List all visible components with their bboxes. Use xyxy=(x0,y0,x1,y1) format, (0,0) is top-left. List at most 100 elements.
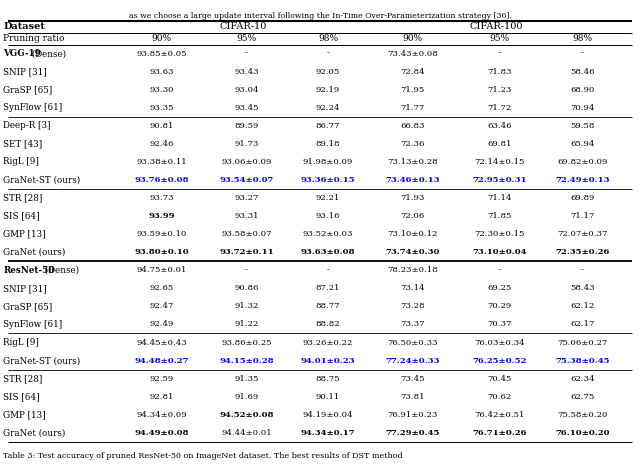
Text: 93.38±0.11: 93.38±0.11 xyxy=(136,158,187,166)
Text: CIFAR-100: CIFAR-100 xyxy=(469,22,523,31)
Text: 62.17: 62.17 xyxy=(570,321,595,329)
Text: 88.77: 88.77 xyxy=(316,302,340,310)
Text: 98%: 98% xyxy=(572,34,593,43)
Text: 90.11: 90.11 xyxy=(316,392,340,400)
Text: 62.34: 62.34 xyxy=(570,375,595,383)
Text: 95%: 95% xyxy=(236,34,257,43)
Text: Dataset: Dataset xyxy=(3,22,45,31)
Text: 89.18: 89.18 xyxy=(316,140,340,148)
Text: 93.63: 93.63 xyxy=(149,68,174,76)
Text: 75.38±0.45: 75.38±0.45 xyxy=(555,357,610,365)
Text: 71.23: 71.23 xyxy=(487,86,511,94)
Text: 69.82±0.09: 69.82±0.09 xyxy=(557,158,607,166)
Text: 94.52±0.08: 94.52±0.08 xyxy=(219,411,274,419)
Text: 94.34±0.17: 94.34±0.17 xyxy=(301,429,355,437)
Text: 94.19±0.04: 94.19±0.04 xyxy=(303,411,353,419)
Text: GMP [13]: GMP [13] xyxy=(3,410,46,419)
Text: -: - xyxy=(326,50,330,58)
Text: 77.29±0.45: 77.29±0.45 xyxy=(386,429,440,437)
Text: 94.45±0.43: 94.45±0.43 xyxy=(136,338,187,346)
Text: SynFlow [61]: SynFlow [61] xyxy=(3,320,63,329)
Text: 58.43: 58.43 xyxy=(570,284,595,292)
Text: 91.22: 91.22 xyxy=(234,321,259,329)
Text: 73.13±0.28: 73.13±0.28 xyxy=(387,158,438,166)
Text: 59.58: 59.58 xyxy=(570,122,595,130)
Text: SIS [64]: SIS [64] xyxy=(3,392,40,401)
Text: 73.74±0.30: 73.74±0.30 xyxy=(386,248,440,256)
Text: 93.16: 93.16 xyxy=(316,212,340,220)
Text: 93.99: 93.99 xyxy=(148,212,175,220)
Text: -: - xyxy=(498,266,500,274)
Text: -: - xyxy=(581,50,584,58)
Text: 76.42±0.51: 76.42±0.51 xyxy=(474,411,524,419)
Text: 93.76±0.08: 93.76±0.08 xyxy=(134,176,189,184)
Text: 70.37: 70.37 xyxy=(487,321,511,329)
Text: 93.36±0.15: 93.36±0.15 xyxy=(301,176,355,184)
Text: 58.46: 58.46 xyxy=(570,68,595,76)
Text: 93.59±0.10: 93.59±0.10 xyxy=(136,230,187,238)
Text: 69.25: 69.25 xyxy=(487,284,511,292)
Text: Pruning ratio: Pruning ratio xyxy=(3,34,65,43)
Text: as we choose a large update interval following the In-Time Over-Parameterization: as we choose a large update interval fol… xyxy=(129,12,511,20)
Text: 69.89: 69.89 xyxy=(570,194,595,202)
Text: 93.27: 93.27 xyxy=(234,194,259,202)
Text: -: - xyxy=(245,50,248,58)
Text: 71.77: 71.77 xyxy=(401,104,425,112)
Text: 78.23±0.18: 78.23±0.18 xyxy=(387,266,438,274)
Text: 94.49±0.08: 94.49±0.08 xyxy=(134,429,189,437)
Text: 72.36: 72.36 xyxy=(401,140,425,148)
Text: STR [28]: STR [28] xyxy=(3,374,43,383)
Text: 77.24±0.33: 77.24±0.33 xyxy=(386,357,440,365)
Text: 94.01±0.23: 94.01±0.23 xyxy=(301,357,355,365)
Text: GraNet (ours): GraNet (ours) xyxy=(3,248,65,257)
Text: 72.35±0.26: 72.35±0.26 xyxy=(556,248,609,256)
Text: 92.46: 92.46 xyxy=(149,140,174,148)
Text: 71.72: 71.72 xyxy=(487,104,511,112)
Text: 76.91±0.23: 76.91±0.23 xyxy=(388,411,438,419)
Text: 76.25±0.52: 76.25±0.52 xyxy=(472,357,526,365)
Text: -: - xyxy=(581,266,584,274)
Text: 92.47: 92.47 xyxy=(149,302,174,310)
Text: 93.35: 93.35 xyxy=(149,104,174,112)
Text: 66.83: 66.83 xyxy=(401,122,425,130)
Text: 93.63±0.08: 93.63±0.08 xyxy=(301,248,355,256)
Text: SNIP [31]: SNIP [31] xyxy=(3,67,47,76)
Text: 93.30: 93.30 xyxy=(149,86,174,94)
Text: 73.10±0.04: 73.10±0.04 xyxy=(472,248,527,256)
Text: 70.45: 70.45 xyxy=(487,375,511,383)
Text: GraNet (ours): GraNet (ours) xyxy=(3,428,65,437)
Text: 70.29: 70.29 xyxy=(487,302,511,310)
Text: 75.58±0.20: 75.58±0.20 xyxy=(557,411,607,419)
Text: RigL [9]: RigL [9] xyxy=(3,338,39,347)
Text: 91.69: 91.69 xyxy=(234,392,259,400)
Text: 92.05: 92.05 xyxy=(316,68,340,76)
Text: 65.94: 65.94 xyxy=(570,140,595,148)
Text: 76.71±0.26: 76.71±0.26 xyxy=(472,429,527,437)
Text: 76.03±0.34: 76.03±0.34 xyxy=(474,338,525,346)
Text: 68.90: 68.90 xyxy=(570,86,595,94)
Text: 93.72±0.11: 93.72±0.11 xyxy=(219,248,274,256)
Text: STR [28]: STR [28] xyxy=(3,194,43,203)
Text: 92.21: 92.21 xyxy=(316,194,340,202)
Text: 93.06±0.09: 93.06±0.09 xyxy=(221,158,271,166)
Text: 92.59: 92.59 xyxy=(150,375,173,383)
Text: 90.81: 90.81 xyxy=(149,122,174,130)
Text: 92.24: 92.24 xyxy=(316,104,340,112)
Text: 91.73: 91.73 xyxy=(234,140,259,148)
Text: 94.44±0.01: 94.44±0.01 xyxy=(221,429,272,437)
Text: 93.85±0.05: 93.85±0.05 xyxy=(136,50,187,58)
Text: 86.77: 86.77 xyxy=(316,122,340,130)
Text: (Dense): (Dense) xyxy=(29,49,67,58)
Text: 90.86: 90.86 xyxy=(234,284,259,292)
Text: 70.62: 70.62 xyxy=(487,392,511,400)
Text: 72.84: 72.84 xyxy=(401,68,425,76)
Text: 62.75: 62.75 xyxy=(570,392,595,400)
Text: Table 3: Test accuracy of pruned ResNet-50 on ImageNet dataset. The best results: Table 3: Test accuracy of pruned ResNet-… xyxy=(3,452,403,460)
Text: RigL [9]: RigL [9] xyxy=(3,157,39,166)
Text: 92.81: 92.81 xyxy=(149,392,174,400)
Text: SET [43]: SET [43] xyxy=(3,140,42,149)
Text: 76.50±0.33: 76.50±0.33 xyxy=(388,338,438,346)
Text: 92.19: 92.19 xyxy=(316,86,340,94)
Text: 88.82: 88.82 xyxy=(316,321,340,329)
Text: 71.14: 71.14 xyxy=(487,194,511,202)
